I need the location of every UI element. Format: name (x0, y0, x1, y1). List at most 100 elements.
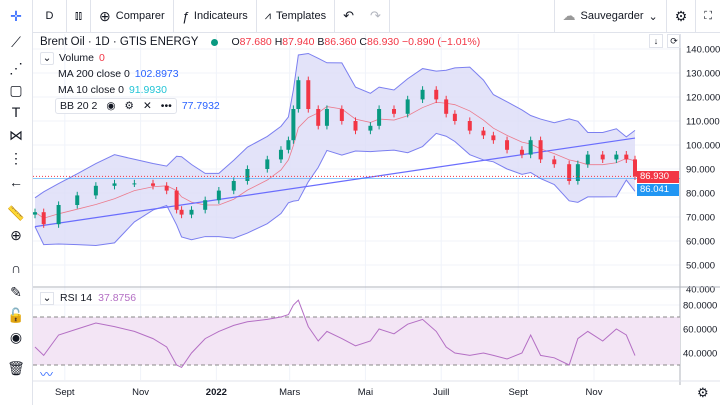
candle (231, 181, 236, 191)
lock-icon[interactable]: 🔓 (7, 306, 25, 323)
chart-legend: Brent Oil · 1D · GTIS ENERGY O87.680 H87… (40, 34, 480, 114)
candle (567, 164, 572, 181)
candle (481, 130, 486, 136)
undo-button[interactable]: ↶ (335, 0, 362, 33)
close-icon[interactable]: ✕ (142, 100, 152, 112)
chart-controls: ↓ ⟳ (649, 34, 681, 48)
candle (353, 121, 358, 131)
text-icon[interactable]: T (11, 104, 21, 120)
candle (151, 183, 156, 186)
tradingview-logo-icon[interactable]: 〰 (40, 367, 54, 382)
zoom-icon[interactable]: ⊕ (10, 226, 22, 243)
compare-button[interactable]: ⊕ Comparer (91, 0, 174, 33)
drawing-toolbar: ✛ ⟋ ⋰ ▢ T ⋈ ⋮ ← 📏 ⊕ ∩ ✎ 🔓 ◉ 🗑 (0, 0, 33, 405)
indicators-button[interactable]: ƒ Indicateurs (174, 0, 257, 33)
candle (112, 183, 117, 186)
candle (291, 109, 296, 141)
time-tick-label: Sept (508, 387, 528, 398)
candle (467, 121, 472, 131)
crosshair-icon[interactable]: ✛ (10, 7, 22, 24)
open-label: O (231, 36, 240, 48)
templates-icon: ⩘ (264, 9, 271, 22)
chart-type-button[interactable]: ⫾⫾ (67, 0, 92, 33)
candle (444, 99, 449, 114)
prediction-icon[interactable]: ⋮ (9, 149, 23, 166)
trendline-icon[interactable]: ⟋ (11, 33, 21, 50)
fx-icon: ƒ (181, 8, 189, 24)
price-tick-label: 100.000 (686, 141, 720, 152)
candle (585, 154, 590, 165)
candle (624, 154, 629, 160)
templates-button[interactable]: ⩘ Templates (257, 0, 336, 33)
ma10-value: 91.9930 (128, 84, 167, 96)
candle (575, 164, 580, 181)
redo-button[interactable]: ↷ (362, 0, 390, 33)
eye-icon[interactable]: ◉ (106, 100, 116, 112)
compare-label: Comparer (115, 10, 165, 22)
pattern-icon[interactable]: ⋈ (9, 126, 23, 143)
settings-button[interactable]: ⚙ (667, 0, 697, 33)
magnet-icon[interactable]: ∩ (10, 260, 22, 276)
candle (528, 140, 533, 155)
candle (434, 89, 439, 100)
high-label: H (274, 36, 283, 48)
bb-value: 77.7932 (181, 100, 220, 112)
candle (377, 109, 382, 126)
eye-icon[interactable]: ◉ (9, 328, 23, 345)
price-tick-label: 140.000 (686, 45, 720, 56)
open-value: 87.680 (239, 36, 272, 48)
fullscreen-button[interactable]: ⛶ (696, 0, 720, 33)
trash-icon[interactable]: 🗑 (7, 359, 25, 376)
reset-icon[interactable]: ⟳ (667, 34, 681, 48)
candle (306, 80, 311, 109)
price-tick-label: 70.000 (686, 213, 715, 224)
fullscreen-icon: ⛶ (704, 9, 712, 22)
candle (324, 109, 329, 126)
candle (56, 205, 61, 225)
settings-icon[interactable]: ⚙ (124, 100, 134, 112)
price-tick-label: 120.000 (686, 93, 720, 104)
back-arrow-icon[interactable]: ← (9, 174, 23, 190)
download-icon[interactable]: ↓ (649, 34, 663, 48)
candle (420, 89, 425, 100)
rsi-legend: ⌄ RSI 14 37.8756 (40, 292, 136, 305)
time-tick-label: Sept (55, 387, 75, 398)
collapse-legend-button[interactable]: ⌄ (40, 51, 54, 65)
fib-icon[interactable]: ⋰ (9, 59, 23, 76)
interval-button[interactable]: D (33, 0, 67, 33)
lock-drawing-icon[interactable]: ✎ (10, 283, 22, 300)
bb-indicator-controls[interactable]: BB 20 2 ◉ ⚙ ✕ ••• (55, 98, 177, 114)
time-tick-label: Juill (433, 387, 449, 398)
collapse-rsi-button[interactable]: ⌄ (40, 292, 54, 305)
rsi-tick-label: 80.0000 (683, 301, 717, 312)
candle (316, 109, 321, 126)
rectangle-icon[interactable]: ▢ (9, 81, 23, 98)
time-tick-label: Nov (132, 387, 149, 398)
ohlc: O87.680 H87.940 B86.360 C86.930 −0.890 (… (231, 36, 480, 48)
top-toolbar: D ⫾⫾ ⊕ Comparer ƒ Indicateurs ⩘ Templates ↶… (33, 0, 720, 33)
candle (600, 154, 605, 160)
axis-settings-icon[interactable]: ⚙ (697, 385, 709, 400)
time-tick-label: 2022 (206, 387, 227, 398)
price-tick-label: 80.000 (686, 189, 715, 200)
candle (452, 113, 457, 121)
ma200-label: MA 200 close 0 (58, 68, 130, 80)
price-tick-label: 130.000 (686, 69, 720, 80)
candle (339, 109, 344, 121)
close-value: 86.930 (367, 36, 400, 48)
high-value: 87.940 (282, 36, 315, 48)
candle (405, 99, 410, 114)
candle (245, 169, 250, 181)
ruler-icon[interactable]: 📏 (7, 204, 25, 221)
candle (552, 159, 557, 165)
ma200-line (34, 137, 636, 228)
more-icon[interactable]: ••• (160, 100, 172, 112)
candle (368, 125, 373, 131)
candle (189, 209, 194, 215)
candles-icon: ⫾⫾ (75, 9, 83, 22)
save-button[interactable]: ☁ Sauvegarder ⌄ (553, 0, 667, 33)
bollinger-upper (34, 52, 636, 199)
volume-label: Volume (59, 52, 95, 64)
time-tick-label: Mars (279, 387, 300, 398)
